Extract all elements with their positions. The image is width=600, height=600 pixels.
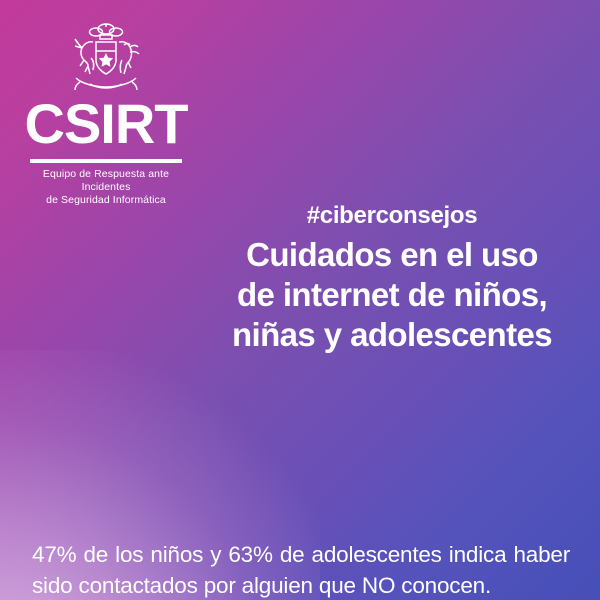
headline-line-1: Cuidados en el uso xyxy=(246,236,538,273)
paragraph-stat: 47% de los niños y 63% de adolescentes i… xyxy=(32,539,570,600)
logo-divider xyxy=(30,159,182,163)
body-copy: 47% de los niños y 63% de adolescentes i… xyxy=(32,539,570,600)
logo-wordmark: CSIRT xyxy=(24,92,189,155)
page-title: Cuidados en el uso de internet de niños,… xyxy=(196,235,588,355)
logo-subtitle-line-2: de Seguridad Informática xyxy=(46,194,166,206)
logo-subtitle-line-1: Equipo de Respuesta ante Incidentes xyxy=(42,168,170,193)
csirt-logo: CSIRT Equipo de Respuesta ante Incidente… xyxy=(18,22,194,207)
chile-coat-of-arms-icon xyxy=(74,23,140,91)
hashtag: #ciberconsejos xyxy=(306,202,478,229)
headline-line-3: niñas y adolescentes xyxy=(232,316,553,353)
headline-line-2: de internet de niños, xyxy=(236,276,548,313)
header: #ciberconsejos Cuidados en el uso de int… xyxy=(196,201,588,355)
paragraph-stat-text: 47% de los niños y 63% de adolescentes i… xyxy=(32,542,570,598)
